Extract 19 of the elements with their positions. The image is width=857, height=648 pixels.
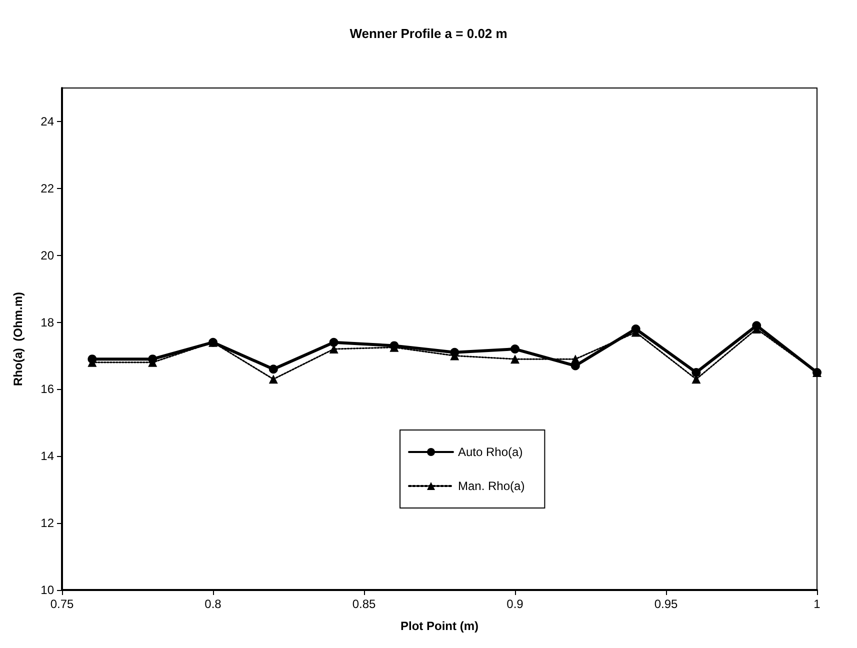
y-tick-label: 10 (40, 583, 54, 597)
x-tick-label: 0.85 (352, 597, 376, 611)
chart-title: Wenner Profile a = 0.02 m (350, 26, 508, 41)
y-tick-label: 16 (40, 382, 54, 396)
legend-label: Auto Rho(a) (458, 445, 523, 459)
y-tick-label: 12 (40, 516, 54, 530)
x-tick-label: 0.95 (654, 597, 678, 611)
x-tick-label: 0.75 (50, 597, 74, 611)
x-tick-label: 0.9 (506, 597, 524, 611)
legend-label: Man. Rho(a) (458, 479, 525, 493)
x-tick-label: 1 (814, 597, 821, 611)
y-tick-label: 18 (40, 315, 54, 330)
y-axis-title: Rho(a) (Ohm.m) (11, 292, 25, 386)
y-tick-label: 22 (40, 181, 54, 196)
y-tick-label: 24 (40, 114, 54, 128)
y-tick-label: 20 (40, 248, 54, 262)
x-axis-title: Plot Point (m) (400, 619, 478, 633)
x-tick-label: 0.8 (204, 597, 222, 611)
y-tick-label: 14 (40, 449, 54, 464)
